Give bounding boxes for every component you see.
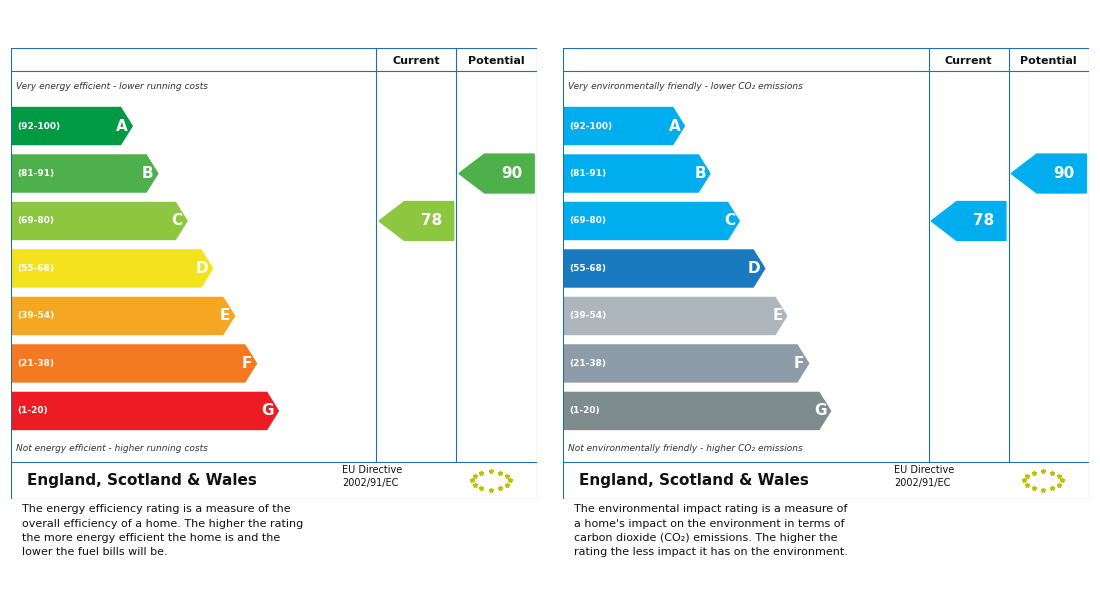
Text: Potential: Potential	[469, 56, 525, 65]
Text: (1-20): (1-20)	[570, 406, 601, 416]
Text: EU Directive
2002/91/EC: EU Directive 2002/91/EC	[894, 465, 955, 488]
Text: The energy efficiency rating is a measure of the
overall efficiency of a home. T: The energy efficiency rating is a measur…	[22, 504, 302, 558]
Polygon shape	[379, 201, 453, 241]
Text: F: F	[794, 356, 804, 371]
Polygon shape	[563, 392, 830, 430]
Text: (69-80): (69-80)	[18, 217, 54, 225]
Text: (81-91): (81-91)	[570, 169, 606, 178]
Text: F: F	[242, 356, 252, 371]
Text: Energy Efficiency Rating: Energy Efficiency Rating	[24, 17, 283, 37]
Text: Very energy efficient - lower running costs: Very energy efficient - lower running co…	[16, 82, 208, 91]
Text: (69-80): (69-80)	[570, 217, 606, 225]
Text: G: G	[814, 403, 826, 419]
Text: Current: Current	[393, 56, 440, 65]
Text: B: B	[142, 166, 154, 181]
Text: 90: 90	[1054, 166, 1075, 181]
Polygon shape	[563, 250, 764, 287]
Polygon shape	[1011, 154, 1087, 193]
Text: C: C	[724, 214, 735, 228]
Text: 90: 90	[502, 166, 522, 181]
Polygon shape	[563, 108, 684, 144]
Text: (39-54): (39-54)	[570, 312, 607, 321]
Polygon shape	[563, 345, 808, 382]
Text: England, Scotland & Wales: England, Scotland & Wales	[26, 473, 256, 488]
Text: 78: 78	[421, 214, 442, 228]
Text: Potential: Potential	[1021, 56, 1077, 65]
Polygon shape	[459, 154, 535, 193]
Text: E: E	[220, 308, 230, 324]
Polygon shape	[563, 203, 739, 239]
Polygon shape	[563, 297, 786, 335]
Text: G: G	[262, 403, 274, 419]
Text: D: D	[196, 261, 208, 276]
Text: C: C	[172, 214, 183, 228]
Text: (92-100): (92-100)	[570, 122, 613, 130]
Text: Environmental Impact (CO₂) Rating: Environmental Impact (CO₂) Rating	[576, 17, 947, 37]
Text: (21-38): (21-38)	[18, 359, 54, 368]
Text: (1-20): (1-20)	[18, 406, 48, 416]
Text: (81-91): (81-91)	[18, 169, 54, 178]
Text: Not environmentally friendly - higher CO₂ emissions: Not environmentally friendly - higher CO…	[569, 444, 803, 453]
Polygon shape	[11, 345, 256, 382]
Text: A: A	[669, 119, 680, 133]
Text: (21-38): (21-38)	[570, 359, 606, 368]
Polygon shape	[11, 108, 132, 144]
Text: (92-100): (92-100)	[18, 122, 60, 130]
Text: (39-54): (39-54)	[18, 312, 55, 321]
Polygon shape	[11, 203, 187, 239]
Text: Not energy efficient - higher running costs: Not energy efficient - higher running co…	[16, 444, 208, 453]
Polygon shape	[932, 201, 1005, 241]
Text: EU Directive
2002/91/EC: EU Directive 2002/91/EC	[342, 465, 403, 488]
Polygon shape	[11, 297, 234, 335]
Polygon shape	[11, 250, 212, 287]
Text: 78: 78	[974, 214, 994, 228]
Text: (55-68): (55-68)	[570, 264, 606, 273]
Text: E: E	[772, 308, 782, 324]
Text: A: A	[117, 119, 128, 133]
Text: (55-68): (55-68)	[18, 264, 54, 273]
Polygon shape	[563, 155, 710, 192]
Text: D: D	[748, 261, 760, 276]
Text: Current: Current	[945, 56, 992, 65]
Text: England, Scotland & Wales: England, Scotland & Wales	[579, 473, 808, 488]
Polygon shape	[11, 392, 278, 430]
Text: B: B	[694, 166, 706, 181]
Text: The environmental impact rating is a measure of
a home's impact on the environme: The environmental impact rating is a mea…	[574, 504, 848, 558]
Text: Very environmentally friendly - lower CO₂ emissions: Very environmentally friendly - lower CO…	[569, 82, 803, 91]
Polygon shape	[11, 155, 157, 192]
